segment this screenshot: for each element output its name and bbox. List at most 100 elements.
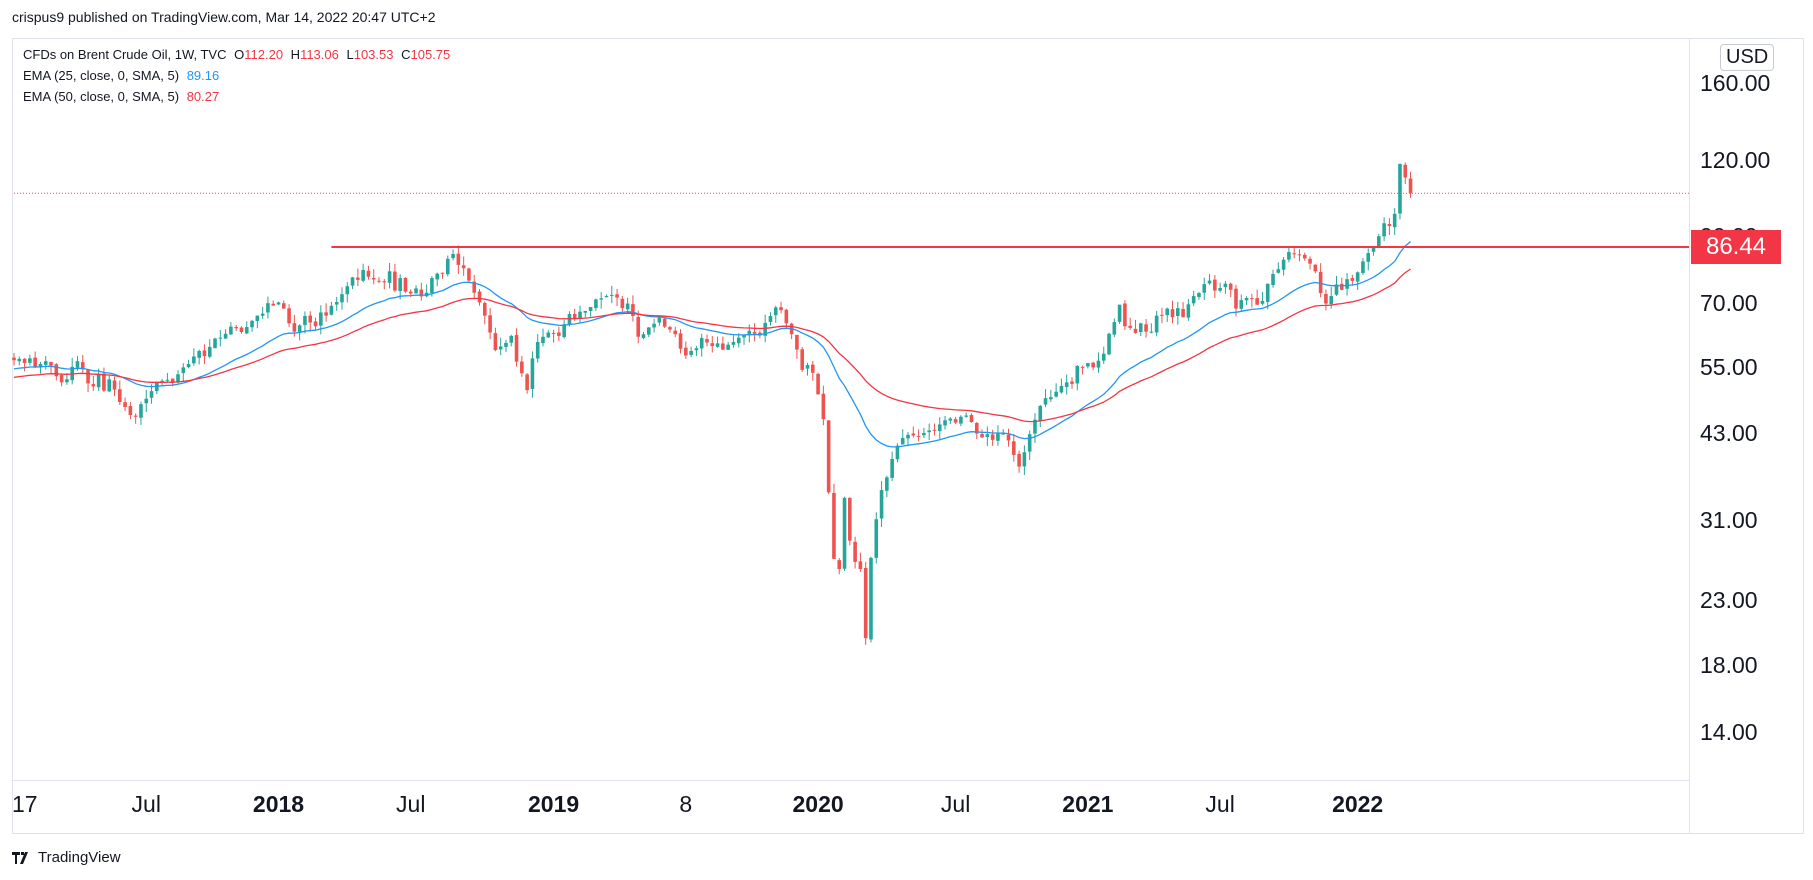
candle-body[interactable] — [953, 419, 958, 423]
candle-body[interactable] — [1377, 236, 1381, 247]
candle-body[interactable] — [943, 420, 947, 426]
candle-body[interactable] — [329, 305, 334, 315]
candle-body[interactable] — [234, 327, 238, 329]
candle-body[interactable] — [472, 281, 477, 293]
candle-body[interactable] — [176, 374, 180, 383]
candle-body[interactable] — [1070, 381, 1074, 384]
candle-body[interactable] — [1387, 224, 1392, 227]
candle-body[interactable] — [223, 333, 228, 339]
candle-body[interactable] — [1154, 315, 1159, 333]
candle-body[interactable] — [197, 350, 201, 358]
candle-body[interactable] — [805, 364, 810, 369]
candle-body[interactable] — [1059, 385, 1064, 393]
candle-body[interactable] — [1091, 362, 1095, 368]
candle-body[interactable] — [1017, 453, 1021, 467]
candle-body[interactable] — [112, 380, 117, 390]
candle-body[interactable] — [350, 277, 355, 286]
candle-body[interactable] — [1128, 325, 1132, 328]
candle-body[interactable] — [440, 272, 445, 274]
candle-body[interactable] — [1117, 304, 1122, 322]
candle-body[interactable] — [181, 367, 186, 373]
candle-body[interactable] — [1064, 382, 1069, 387]
candle-body[interactable] — [742, 335, 746, 338]
candle-body[interactable] — [498, 346, 503, 350]
candle-body[interactable] — [689, 350, 693, 355]
candle-body[interactable] — [467, 268, 471, 281]
candle-body[interactable] — [1350, 278, 1355, 281]
candle-body[interactable] — [38, 364, 43, 368]
candle-body[interactable] — [1049, 397, 1053, 400]
candle-body[interactable] — [1318, 271, 1323, 294]
candle-body[interactable] — [1096, 360, 1101, 368]
candle-body[interactable] — [1202, 284, 1207, 293]
candle-body[interactable] — [340, 294, 344, 303]
candle-body[interactable] — [996, 433, 1000, 441]
candle-body[interactable] — [202, 350, 207, 357]
candle-body[interactable] — [435, 273, 439, 280]
candle-body[interactable] — [1213, 279, 1217, 291]
candle-body[interactable] — [1001, 433, 1006, 435]
candle-body[interactable] — [911, 433, 916, 436]
candle-body[interactable] — [1308, 258, 1312, 264]
candle-body[interactable] — [118, 389, 122, 402]
candle-body[interactable] — [123, 402, 127, 408]
candle-body[interactable] — [102, 373, 106, 391]
candle-body[interactable] — [879, 490, 884, 519]
chart-frame[interactable] — [12, 38, 1804, 834]
candle-body[interactable] — [1138, 323, 1143, 333]
candle-body[interactable] — [1027, 434, 1032, 452]
candle-body[interactable] — [1186, 304, 1191, 318]
candle-body[interactable] — [937, 424, 942, 432]
candle-body[interactable] — [1191, 296, 1196, 304]
candle-body[interactable] — [28, 358, 32, 363]
candle-body[interactable] — [1123, 303, 1127, 327]
candle-body[interactable] — [445, 258, 450, 275]
candle-body[interactable] — [313, 321, 318, 327]
candle-body[interactable] — [419, 289, 424, 297]
candle-body[interactable] — [456, 253, 461, 265]
candle-body[interactable] — [149, 391, 154, 398]
candle-body[interactable] — [1329, 296, 1334, 305]
candle-body[interactable] — [1260, 300, 1265, 304]
candle-body[interactable] — [1244, 297, 1249, 301]
tradingview-logo[interactable]: TradingView — [12, 849, 121, 866]
candle-body[interactable] — [260, 313, 265, 316]
candle-body[interactable] — [1255, 298, 1259, 305]
candle-body[interactable] — [641, 334, 646, 339]
candle-body[interactable] — [361, 269, 365, 281]
candle-body[interactable] — [731, 342, 736, 345]
candle-body[interactable] — [59, 375, 64, 383]
candle-body[interactable] — [192, 356, 196, 364]
candle-body[interactable] — [1112, 322, 1117, 335]
candle-body[interactable] — [959, 416, 963, 424]
candle-body[interactable] — [652, 323, 656, 328]
candle-body[interactable] — [514, 335, 519, 362]
candle-body[interactable] — [170, 378, 175, 383]
candle-body[interactable] — [1170, 309, 1175, 318]
candle-body[interactable] — [334, 302, 339, 305]
candle-body[interactable] — [842, 497, 847, 569]
candle-body[interactable] — [1355, 272, 1360, 282]
candle-body[interactable] — [144, 398, 149, 404]
candle-body[interactable] — [800, 349, 805, 370]
candle-body[interactable] — [80, 362, 85, 370]
candle-body[interactable] — [96, 374, 101, 388]
candle-body[interactable] — [916, 435, 921, 437]
candle-body[interactable] — [1012, 441, 1016, 455]
candle-body[interactable] — [900, 437, 905, 445]
candle-body[interactable] — [922, 432, 926, 436]
candle-body[interactable] — [1334, 284, 1339, 295]
candle-body[interactable] — [43, 361, 48, 365]
candle-body[interactable] — [520, 361, 524, 374]
candle-body[interactable] — [631, 304, 635, 317]
candle-body[interactable] — [821, 393, 826, 420]
candle-body[interactable] — [319, 312, 323, 326]
candle-body[interactable] — [599, 298, 603, 300]
candle-body[interactable] — [297, 325, 302, 332]
candle-body[interactable] — [493, 333, 498, 351]
candle-body[interactable] — [1403, 164, 1408, 178]
candle-body[interactable] — [948, 418, 953, 421]
candle-body[interactable] — [377, 280, 381, 282]
candle-body[interactable] — [1392, 213, 1397, 228]
